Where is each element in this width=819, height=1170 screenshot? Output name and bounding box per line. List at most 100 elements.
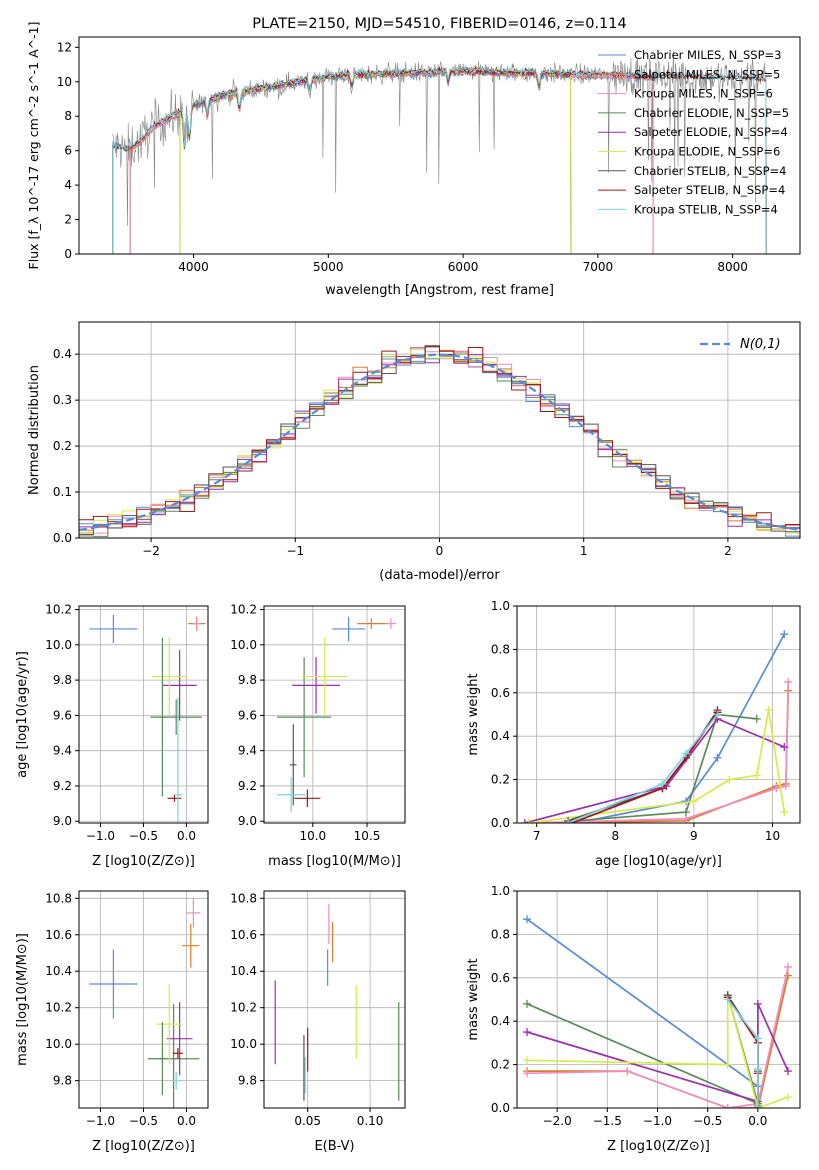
x-tick-label: −1.5 bbox=[593, 1114, 622, 1128]
y-tick-label: 10.4 bbox=[230, 964, 257, 978]
series-marker-salpeter_elodie bbox=[783, 1067, 792, 1076]
series-marker-kroupa_elodie bbox=[523, 1056, 532, 1065]
y-tick-label: 9.8 bbox=[53, 673, 72, 687]
series-marker-chabrier_miles bbox=[780, 630, 789, 639]
x-tick-label: −1.0 bbox=[643, 1114, 672, 1128]
age_vs_Z-points bbox=[89, 614, 206, 823]
series-line-salpeter_miles bbox=[528, 690, 790, 823]
y-axis-label: age [log10(age/yr)] bbox=[15, 651, 30, 778]
x-tick-label: 7 bbox=[533, 829, 541, 843]
y-axis-label: mass weight bbox=[466, 673, 481, 755]
x-axis-label: wavelength [Angstrom, rest frame] bbox=[325, 283, 554, 298]
y-tick-label: 9.8 bbox=[238, 673, 257, 687]
series-line-kroupa_stelib bbox=[567, 713, 719, 823]
series-marker-kroupa_elodie bbox=[725, 775, 734, 784]
x-tick-label: 10.5 bbox=[354, 829, 381, 843]
series-marker-salpeter_stelib bbox=[568, 819, 577, 823]
x-tick-label: 2 bbox=[724, 544, 732, 558]
series-line-salpeter_stelib bbox=[571, 711, 719, 823]
y-tick-label: 10 bbox=[57, 75, 72, 89]
series-marker-kroupa_stelib bbox=[723, 995, 732, 1004]
y-tick-label: 2 bbox=[64, 213, 72, 227]
y-tick-label: 10.8 bbox=[45, 891, 72, 905]
axes-frame bbox=[263, 890, 406, 1109]
series-marker-chabrier_elodie bbox=[523, 999, 532, 1008]
legend-label-kroupa_miles: Kroupa MILES, N_SSP=6 bbox=[634, 87, 773, 101]
x-axis-label: Z [log10(Z/Z⊙)] bbox=[607, 1139, 710, 1154]
y-tick-label: 0.0 bbox=[53, 531, 72, 545]
y-tick-label: 9.4 bbox=[53, 744, 72, 758]
y-tick-label: 10.8 bbox=[230, 891, 257, 905]
series-marker-chabrier_miles bbox=[713, 753, 722, 762]
series-marker-kroupa_elodie bbox=[752, 771, 761, 780]
y-tick-label: 0.1 bbox=[53, 485, 72, 499]
y-tick-label: 0.3 bbox=[53, 393, 72, 407]
x-tick-label: 8 bbox=[611, 829, 619, 843]
x-tick-label: 10 bbox=[765, 829, 780, 843]
series-line-kroupa_miles bbox=[526, 966, 789, 1108]
x-tick-label: −0.5 bbox=[693, 1114, 722, 1128]
y-axis-label: mass weight bbox=[466, 958, 481, 1040]
series-marker-kroupa_elodie bbox=[764, 706, 773, 715]
series-line-chabrier_elodie bbox=[526, 994, 760, 1106]
y-tick-label: 10.2 bbox=[45, 1001, 72, 1015]
residual-histograms bbox=[79, 345, 800, 537]
model-spectrum-kroupa_miles bbox=[129, 70, 654, 254]
y-tick-label: 0.6 bbox=[491, 686, 510, 700]
series-marker-kroupa_miles bbox=[783, 962, 792, 971]
normal-distribution-curve bbox=[79, 353, 800, 531]
axes-frame bbox=[78, 36, 801, 255]
legend-label-kroupa_stelib: Kroupa STELIB, N_SSP=4 bbox=[634, 202, 778, 216]
series-line-chabrier_elodie bbox=[575, 713, 757, 822]
axes-frame bbox=[516, 605, 801, 824]
series-marker-kroupa_miles bbox=[723, 1104, 732, 1108]
y-tick-label: 0.0 bbox=[491, 816, 510, 830]
series-line-chabrier_miles bbox=[575, 633, 786, 823]
y-tick-label: 9.0 bbox=[53, 814, 72, 828]
y-tick-label: 10.2 bbox=[230, 603, 257, 617]
y-tick-label: 10.4 bbox=[45, 964, 72, 978]
legend: Chabrier MILES, N_SSP=3 Salpeter MILES, N… bbox=[598, 48, 789, 216]
series-line-salpeter_elodie bbox=[524, 717, 785, 823]
x-tick-label: −2 bbox=[142, 544, 160, 558]
x-tick-label: −1.0 bbox=[86, 1114, 115, 1128]
x-tick-label: −0.5 bbox=[129, 1114, 158, 1128]
series-marker-chabrier_elodie bbox=[682, 808, 691, 817]
series-marker-salpeter_elodie bbox=[780, 743, 789, 752]
y-axis-label: Flux [f_λ 10^-17 erg cm^-2 s^-1 A^-1] bbox=[26, 22, 41, 270]
series-marker-kroupa_stelib bbox=[682, 749, 691, 758]
series-marker-kroupa_elodie bbox=[524, 819, 533, 823]
series-marker-chabrier_miles bbox=[523, 915, 532, 924]
x-axis-label: Z [log10(Z/Z⊙)] bbox=[92, 1139, 195, 1154]
age_vs_mass-axes bbox=[264, 606, 405, 823]
series-marker-kroupa_stelib bbox=[713, 710, 722, 719]
series-line-kroupa_miles bbox=[528, 681, 790, 823]
series-marker-salpeter_elodie bbox=[520, 819, 529, 823]
y-tick-label: 0.6 bbox=[491, 971, 510, 985]
y-tick-label: 9.8 bbox=[53, 1074, 72, 1088]
y-axis-label: Normed distribution bbox=[27, 365, 42, 495]
y-tick-label: 0.8 bbox=[491, 642, 510, 656]
mw_vs_age-series bbox=[520, 630, 793, 823]
histogram-salpeter_stelib bbox=[79, 345, 800, 536]
x-tick-label: −0.5 bbox=[129, 829, 158, 843]
mw_vs_Z-series bbox=[523, 915, 792, 1108]
series-marker-kroupa_stelib bbox=[753, 1104, 762, 1108]
mass_vs_Z-points bbox=[89, 898, 201, 1108]
legend-label-salpeter_stelib: Salpeter STELIB, N_SSP=4 bbox=[634, 183, 785, 197]
series-marker-kroupa_stelib bbox=[658, 779, 667, 788]
x-tick-label: 5000 bbox=[313, 260, 344, 274]
y-tick-label: 0 bbox=[64, 247, 72, 261]
series-marker-salpeter_elodie bbox=[523, 1028, 532, 1037]
model-spectrum-salpeter_miles bbox=[129, 69, 654, 254]
x-axis-label: E(B-V) bbox=[314, 1139, 354, 1154]
y-tick-label: 0.8 bbox=[491, 927, 510, 941]
spectrum-lines bbox=[112, 50, 767, 254]
legend-label-salpeter_elodie: Salpeter ELODIE, N_SSP=4 bbox=[634, 125, 788, 139]
x-tick-label: 0.10 bbox=[357, 1114, 384, 1128]
series-line-chabrier_miles bbox=[526, 918, 759, 1106]
y-tick-label: 1.0 bbox=[491, 599, 510, 613]
y-tick-label: 0.4 bbox=[491, 1014, 510, 1028]
age_vs_mass-points bbox=[277, 616, 397, 813]
